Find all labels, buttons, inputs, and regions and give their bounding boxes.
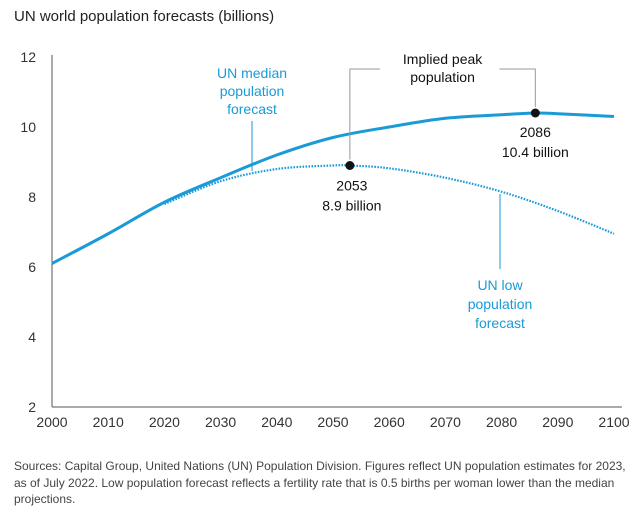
- x-tick-label: 2060: [374, 414, 405, 430]
- implied-peak-label: Implied peak: [403, 51, 483, 67]
- low-forecast-label: population: [468, 296, 533, 312]
- peak-bracket-right: [499, 68, 536, 107]
- x-tick-label: 2030: [205, 414, 236, 430]
- low-forecast-line: [163, 164, 615, 235]
- peak-value-label: 10.4 billion: [502, 144, 569, 160]
- y-tick-label: 10: [20, 119, 36, 135]
- x-tick-label: 2100: [598, 414, 629, 430]
- y-tick-label: 6: [28, 259, 36, 275]
- implied-peak-label: population: [410, 69, 475, 85]
- median-forecast-label: forecast: [227, 101, 277, 117]
- y-tick-label: 12: [20, 49, 36, 65]
- y-tick-label: 8: [28, 189, 36, 205]
- x-tick-label: 2090: [542, 414, 573, 430]
- peak-value-label: 8.9 billion: [322, 198, 381, 214]
- peak-year-label: 2086: [520, 124, 551, 140]
- x-tick-label: 2070: [430, 414, 461, 430]
- low-forecast-label: UN low: [477, 277, 523, 293]
- x-tick-label: 2000: [36, 414, 67, 430]
- low-forecast-label: forecast: [475, 315, 525, 331]
- x-tick-label: 2010: [93, 414, 124, 430]
- chart-title: UN world population forecasts (billions): [14, 8, 275, 25]
- source-footnote: Sources: Capital Group, United Nations (…: [14, 459, 626, 506]
- peak-bracket-left: [349, 68, 380, 160]
- x-tick-label: 2080: [486, 414, 517, 430]
- y-tick-label: 2: [28, 399, 36, 415]
- chart-canvas: 2 4 6 8 10 12 2000 2010 2020 2030 2040 2050 2060 2070…: [20, 49, 629, 430]
- y-tick-label: 4: [28, 329, 36, 345]
- median-forecast-label: UN median: [217, 65, 287, 81]
- x-tick-label: 2050: [317, 414, 348, 430]
- median-forecast-label: population: [220, 83, 285, 99]
- peak-marker-2053: [345, 161, 355, 170]
- x-tick-label: 2020: [149, 414, 180, 430]
- peak-year-label: 2053: [336, 178, 367, 194]
- peak-marker-2086: [530, 108, 540, 118]
- x-tick-label: 2040: [261, 414, 292, 430]
